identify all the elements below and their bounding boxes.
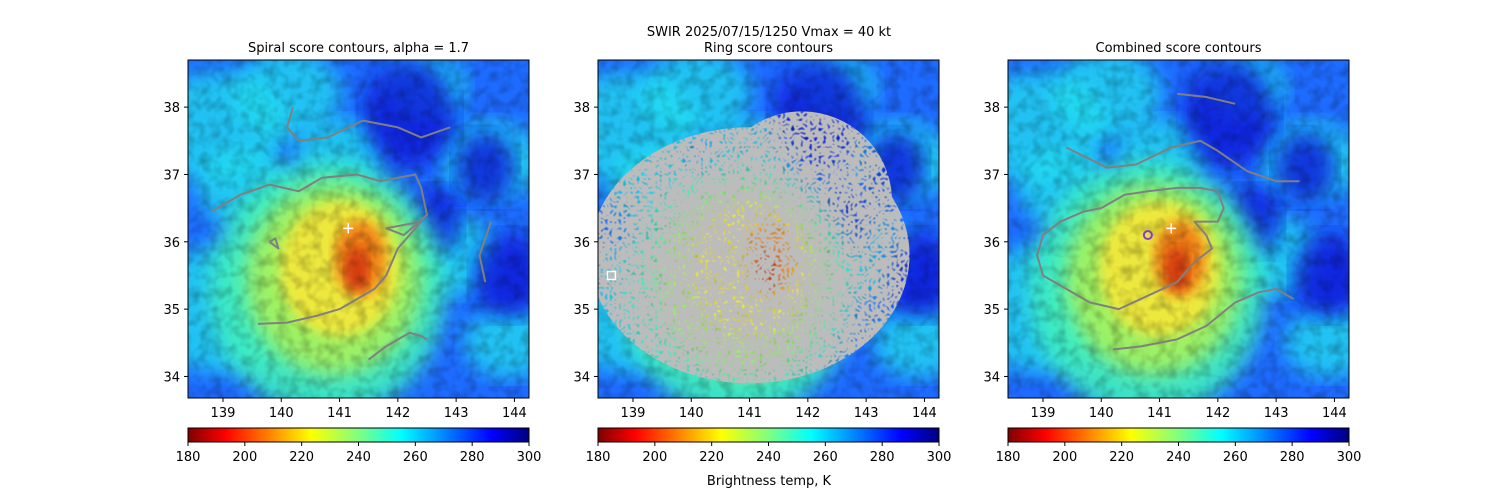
panel-title: Ring score contours	[704, 41, 833, 56]
texture	[1008, 60, 1349, 398]
texture	[188, 60, 529, 398]
x-tick-label: 141	[737, 406, 762, 421]
panel-ring: Ring score contours 139 140 141 142 143 144 34 3…	[573, 41, 952, 465]
colorbar-tick-label: 200	[642, 450, 667, 465]
axes-frame	[1007, 59, 1350, 399]
colorbar-tick-label: 280	[460, 450, 485, 465]
center-plus-marker	[1166, 223, 1177, 234]
x-tick-label: 139	[1031, 406, 1056, 421]
axes-frame	[597, 59, 940, 399]
score-contour	[286, 106, 451, 142]
y-tick-label: 37	[983, 168, 1000, 183]
score-contour	[1036, 186, 1225, 311]
y-tick-label: 34	[573, 370, 590, 385]
y-tick-label: 37	[163, 168, 180, 183]
colorbar-tick-label: 200	[1052, 450, 1077, 465]
colorbar-tick-label: 280	[870, 450, 895, 465]
colorbar-tick-label: 300	[517, 450, 542, 465]
colorbar-tick-label: 220	[289, 450, 314, 465]
x-tick-label: 144	[912, 406, 937, 421]
x-tick-label: 140	[1089, 406, 1114, 421]
y-tick-label: 36	[573, 236, 590, 251]
x-tick-label: 144	[1322, 406, 1347, 421]
x-tick-label: 143	[444, 406, 469, 421]
brightness-image	[598, 60, 939, 398]
y-tick-label: 37	[573, 168, 590, 183]
x-tick-label: 142	[385, 406, 410, 421]
colorbar-tick-label: 260	[403, 450, 428, 465]
score-contour	[268, 237, 280, 250]
colorbar-tick-label: 240	[756, 450, 781, 465]
x-tick-label: 140	[269, 406, 294, 421]
score-contour	[1112, 287, 1295, 351]
y-tick-label: 35	[163, 303, 180, 318]
figure-suptitle: SWIR 2025/07/15/1250 Vmax = 40 kt	[647, 25, 891, 40]
ring-contours	[598, 111, 910, 384]
colorbar-tick-label: 180	[176, 450, 201, 465]
y-tick-label: 36	[983, 236, 1000, 251]
y-tick-label: 34	[983, 370, 1000, 385]
colorbar	[597, 427, 940, 443]
y-tick-label: 34	[163, 370, 180, 385]
x-tick-label: 139	[211, 406, 236, 421]
colorbar-tick-label: 280	[1280, 450, 1305, 465]
colorbar-tick-label: 300	[1337, 450, 1362, 465]
center-plus-marker	[343, 223, 354, 234]
x-tick-label: 143	[1264, 406, 1289, 421]
x-tick-label: 140	[679, 406, 704, 421]
colorbar-tick-label: 180	[586, 450, 611, 465]
colorbar-tick-label: 260	[1223, 450, 1248, 465]
panel-spiral: Spiral score contours, alpha = 1.7 139 140…	[163, 41, 542, 465]
panel-title: Combined score contours	[1096, 41, 1262, 56]
brightness-image	[188, 60, 529, 398]
colorbar-tick-label: 200	[232, 450, 257, 465]
y-tick-label: 38	[983, 101, 1000, 116]
x-tick-label: 141	[327, 406, 352, 421]
y-tick-label: 38	[573, 101, 590, 116]
panel-title: Spiral score contours, alpha = 1.7	[248, 41, 469, 56]
score-contour	[368, 331, 428, 361]
y-tick-label: 38	[163, 101, 180, 116]
y-tick-label: 35	[983, 303, 1000, 318]
score-contour	[1065, 139, 1300, 183]
colorbar-tick-label: 300	[927, 450, 952, 465]
colorbar-tick-label: 240	[1166, 450, 1191, 465]
colorbar-tick-label: 240	[346, 450, 371, 465]
brightness-image	[1008, 60, 1349, 398]
center-square-marker	[606, 270, 617, 281]
y-tick-label: 35	[573, 303, 590, 318]
colorbar	[1007, 427, 1350, 443]
score-contour	[210, 173, 428, 325]
colorbar-tick-label: 220	[699, 450, 724, 465]
x-tick-label: 142	[1205, 406, 1230, 421]
panel-combined: Combined score contours 139 140 141 142 143 14…	[983, 41, 1362, 465]
score-contour	[1176, 92, 1236, 105]
x-tick-label: 142	[795, 406, 820, 421]
axes-frame	[187, 59, 530, 399]
center-circle-marker	[1142, 230, 1153, 241]
colorbar-tick-label: 180	[996, 450, 1021, 465]
x-tick-label: 144	[502, 406, 527, 421]
x-tick-label: 143	[854, 406, 879, 421]
x-tick-label: 141	[1147, 406, 1172, 421]
colorbar-tick-label: 260	[813, 450, 838, 465]
colorbar	[187, 427, 530, 443]
score-contour	[478, 221, 493, 283]
x-tick-label: 139	[621, 406, 646, 421]
y-tick-label: 36	[163, 236, 180, 251]
colorbar-tick-label: 220	[1109, 450, 1134, 465]
colorbar-label: Brightness temp, K	[707, 474, 832, 489]
